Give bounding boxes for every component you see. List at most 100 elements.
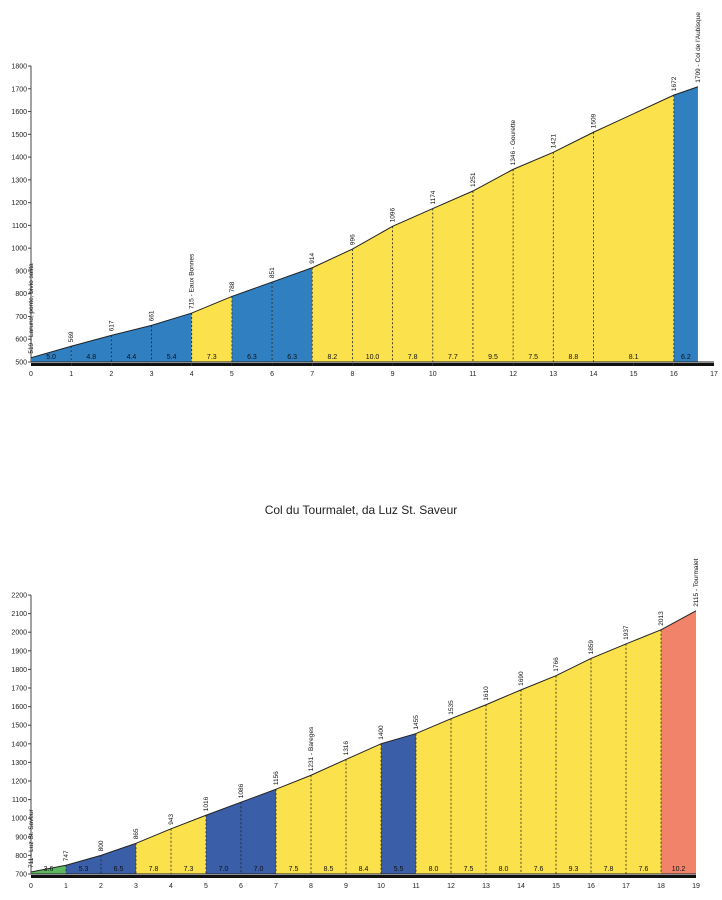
grade-label: 8.0 xyxy=(429,866,439,873)
profile-segment xyxy=(276,775,311,874)
elevation-label: 1690 xyxy=(518,671,525,686)
chart-title-tourmalet: Col du Tourmalet, da Luz St. Saveur xyxy=(264,503,458,517)
profile-segment xyxy=(71,335,112,362)
y-tick-label: 800 xyxy=(15,291,27,298)
km-ruler-block xyxy=(513,363,554,366)
profile-segment xyxy=(272,267,313,362)
profile-segment xyxy=(432,191,473,362)
elevation-label: 1709 - Col de l'Aubisque xyxy=(695,12,702,83)
grade-label: 7.6 xyxy=(534,866,544,873)
elevation-label: 1016 xyxy=(203,796,210,811)
y-tick-label: 2100 xyxy=(11,611,27,618)
y-tick-label: 1600 xyxy=(11,109,27,116)
km-ruler-block xyxy=(346,875,381,878)
x-tick-label: 11 xyxy=(469,371,476,378)
elevation-label: 1096 xyxy=(390,207,397,222)
km-ruler-block xyxy=(486,875,521,878)
profile-segment xyxy=(352,226,393,362)
km-ruler-block xyxy=(673,363,714,366)
grade-label: 6.3 xyxy=(247,354,257,361)
profile-segment xyxy=(31,865,66,874)
elevation-label: 1535 xyxy=(448,700,455,715)
grade-label: 7.6 xyxy=(639,866,649,873)
elevation-label: 1316 xyxy=(343,741,350,756)
grade-label: 7.8 xyxy=(604,866,614,873)
x-tick-label: 1 xyxy=(64,883,68,890)
grade-label: 8.4 xyxy=(359,866,369,873)
elevation-label: 617 xyxy=(108,320,115,331)
x-tick-label: 18 xyxy=(657,883,665,890)
profile-segment xyxy=(553,132,594,362)
x-tick-label: 10 xyxy=(377,883,385,890)
grade-label: 5.3 xyxy=(79,866,89,873)
profile-segment xyxy=(31,346,72,362)
x-tick-label: 12 xyxy=(509,371,517,378)
km-ruler-block xyxy=(311,875,346,878)
elevation-label: 2115 - Tourmalet xyxy=(693,558,700,606)
y-tick-label: 1700 xyxy=(11,686,27,693)
profile-segment xyxy=(311,759,346,874)
grade-label: 7.8 xyxy=(149,866,159,873)
grade-label: 7.0 xyxy=(219,866,229,873)
elevation-label: 1251 xyxy=(470,172,477,187)
elevation-label: 800 xyxy=(98,840,105,851)
km-ruler-block xyxy=(312,363,353,366)
elevation-label: 1455 xyxy=(413,715,420,730)
y-tick-label: 1100 xyxy=(12,797,27,804)
elevation-label: 1400 xyxy=(378,725,385,740)
x-tick-label: 10 xyxy=(429,371,437,378)
grade-label: 6.3 xyxy=(287,354,297,361)
grade-label: 8.1 xyxy=(629,354,639,361)
km-ruler-block xyxy=(472,363,514,366)
grade-label: 9.5 xyxy=(488,354,498,361)
km-ruler-block xyxy=(31,363,72,366)
profile-segment xyxy=(312,249,353,362)
x-tick-label: 8 xyxy=(350,371,354,378)
elevation-label: 865 xyxy=(133,828,140,839)
elevation-label: 1610 xyxy=(483,686,490,701)
y-tick-label: 1000 xyxy=(11,816,27,823)
elevation-label: 1859 xyxy=(588,640,595,655)
x-tick-label: 16 xyxy=(587,883,595,890)
profile-segment xyxy=(381,733,416,874)
x-tick-label: 7 xyxy=(310,371,314,378)
grade-label: 8.8 xyxy=(569,354,579,361)
profile-segment xyxy=(231,282,273,362)
km-ruler-block xyxy=(633,363,674,366)
y-tick-label: 800 xyxy=(15,853,27,860)
km-ruler-block xyxy=(451,875,486,878)
km-ruler-block xyxy=(276,875,311,878)
grade-label: 4.4 xyxy=(127,354,137,361)
y-tick-label: 1800 xyxy=(11,667,27,674)
x-tick-label: 19 xyxy=(692,883,700,890)
y-tick-label: 900 xyxy=(15,268,27,275)
x-tick-label: 17 xyxy=(622,883,630,890)
km-ruler-block xyxy=(661,875,696,878)
y-tick-label: 700 xyxy=(15,872,27,879)
y-tick-label: 1300 xyxy=(11,760,27,767)
grade-label: 8.2 xyxy=(327,354,337,361)
elevation-label: 747 xyxy=(63,850,70,861)
x-tick-label: 0 xyxy=(29,371,33,378)
y-tick-label: 1700 xyxy=(11,86,27,93)
profile-segment xyxy=(626,629,661,874)
profile-segment xyxy=(171,815,206,874)
km-ruler-block xyxy=(593,363,634,366)
x-tick-label: 16 xyxy=(670,371,678,378)
y-tick-label: 1200 xyxy=(11,779,27,786)
grade-label: 7.5 xyxy=(289,866,299,873)
profile-segment xyxy=(591,643,626,874)
elevation-label: 1174 xyxy=(430,190,437,204)
profile-segment xyxy=(451,704,486,874)
x-tick-label: 1 xyxy=(69,371,73,378)
profile-segment xyxy=(392,208,433,362)
profile-segment xyxy=(556,658,591,874)
y-tick-label: 1300 xyxy=(11,177,27,184)
profile-segment xyxy=(191,296,232,362)
km-ruler-block xyxy=(392,363,433,366)
x-tick-label: 8 xyxy=(309,883,313,890)
x-tick-label: 15 xyxy=(630,371,638,378)
y-tick-label: 1800 xyxy=(11,64,27,71)
